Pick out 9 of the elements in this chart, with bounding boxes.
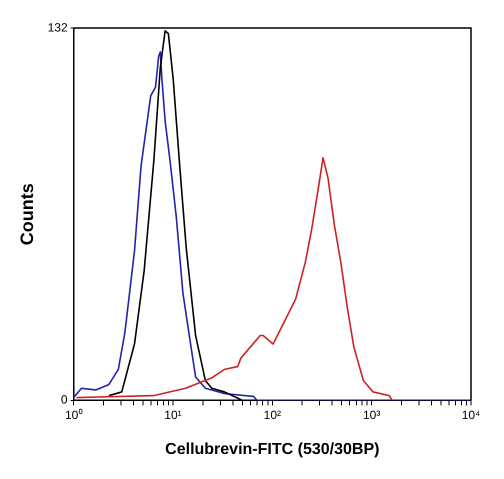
x-tick-label: 10⁴ xyxy=(462,408,480,422)
y-tick-label: 132 xyxy=(48,20,68,34)
y-axis-title: Counts xyxy=(16,183,37,246)
x-tick-label: 10³ xyxy=(362,408,380,422)
x-axis-title: Cellubrevin-FITC (530/30BP) xyxy=(165,440,380,458)
x-tick-label: 10¹ xyxy=(164,408,182,422)
y-tick-label: 0 xyxy=(60,392,68,407)
x-tick-label: 10⁰ xyxy=(64,408,82,422)
x-tick-label: 10² xyxy=(264,408,281,422)
